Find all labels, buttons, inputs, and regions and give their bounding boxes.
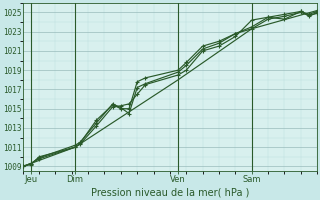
X-axis label: Pression niveau de la mer( hPa ): Pression niveau de la mer( hPa ) [91,187,249,197]
